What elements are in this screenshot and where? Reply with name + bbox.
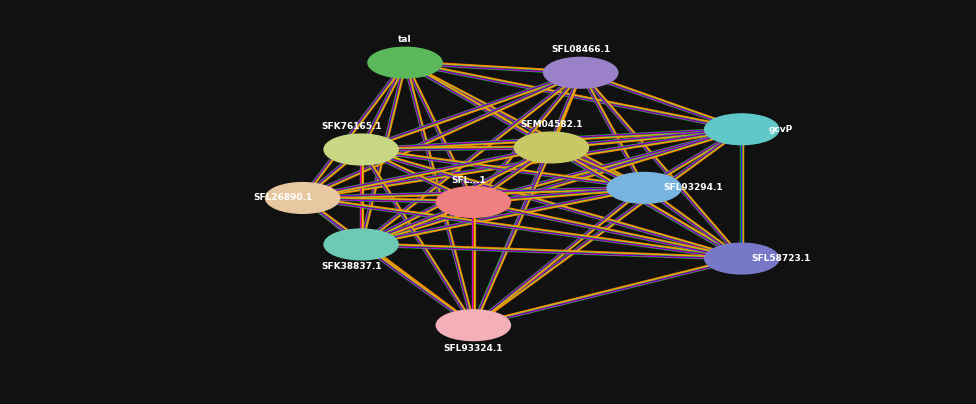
Text: SFL58723.1: SFL58723.1	[752, 254, 810, 263]
Text: gcvP: gcvP	[769, 125, 793, 134]
Circle shape	[324, 134, 398, 165]
Text: SFK76165.1: SFK76165.1	[321, 122, 382, 131]
Circle shape	[705, 114, 779, 145]
Circle shape	[436, 310, 510, 341]
Text: SFL26890.1: SFL26890.1	[254, 194, 312, 202]
Text: SFL93324.1: SFL93324.1	[444, 344, 503, 353]
Circle shape	[514, 132, 589, 163]
Circle shape	[705, 243, 779, 274]
Circle shape	[607, 173, 681, 203]
Text: SFK38837.1: SFK38837.1	[321, 262, 382, 271]
Circle shape	[324, 229, 398, 260]
Circle shape	[265, 183, 340, 213]
Circle shape	[436, 187, 510, 217]
Text: SFL93294.1: SFL93294.1	[663, 183, 723, 192]
Text: tal: tal	[398, 35, 412, 44]
Circle shape	[544, 57, 618, 88]
Text: SFL08466.1: SFL08466.1	[551, 45, 610, 54]
Circle shape	[368, 47, 442, 78]
Text: SFM04582.1: SFM04582.1	[520, 120, 583, 129]
Text: SFL...1: SFL...1	[451, 176, 486, 185]
